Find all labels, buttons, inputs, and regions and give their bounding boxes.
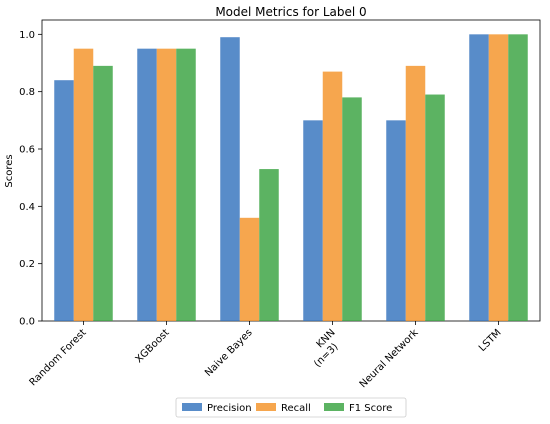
- bar-recall: [405, 65, 426, 321]
- bar-precision: [220, 37, 240, 321]
- bar-recall: [239, 217, 260, 321]
- y-axis-label: Scores: [4, 154, 15, 187]
- bar-recall: [73, 48, 94, 322]
- legend-swatch-precision: [182, 403, 202, 411]
- legend-swatch-f1-score: [324, 403, 344, 411]
- bar-recall: [322, 71, 343, 321]
- bar-precision: [54, 80, 74, 321]
- y-tick-label: 0.4: [19, 202, 35, 213]
- x-tick-label: XGBoost: [134, 327, 172, 365]
- x-tick-label: Naive Bayes: [203, 327, 255, 379]
- bar-recall: [156, 48, 177, 322]
- legend-label: F1 Score: [349, 403, 392, 414]
- y-tick-label: 0.6: [19, 145, 35, 156]
- x-tick-label: Neural Network: [358, 327, 421, 390]
- bar-f1-score: [259, 169, 279, 321]
- legend-box: [175, 397, 407, 418]
- bar-recall: [488, 34, 509, 321]
- y-tick-label: 0.2: [19, 259, 35, 270]
- y-tick-label: 0.0: [19, 317, 35, 328]
- bar-f1-score: [176, 48, 196, 322]
- plot-frame: [41, 19, 541, 322]
- x-tick-label: LSTM: [477, 327, 504, 354]
- legend-swatch-recall: [256, 403, 276, 411]
- bar-f1-score: [342, 97, 362, 322]
- bar-precision: [386, 120, 406, 321]
- legend-label: Recall: [281, 403, 311, 414]
- chart-title: Model Metrics for Label 0: [215, 5, 366, 19]
- bar-precision: [303, 120, 323, 321]
- x-tick-label: Random Forest: [28, 327, 89, 388]
- bar-precision: [137, 48, 157, 322]
- bar-precision: [469, 34, 489, 321]
- y-tick-label: 1.0: [19, 30, 35, 41]
- bar-f1-score: [93, 65, 113, 321]
- legend: Precision Recall F1 Score: [175, 397, 407, 418]
- legend-label: Precision: [207, 403, 252, 414]
- bar-f1-score: [508, 34, 528, 321]
- y-tick-label: 0.8: [19, 87, 35, 98]
- bar-f1-score: [425, 94, 445, 322]
- x-tick-label: KNN(n=3): [304, 327, 346, 369]
- plot-area: 0.0 0.2 0.4 0.6 0.8 1.0 Random Forest XGBoost Na…: [19, 19, 541, 390]
